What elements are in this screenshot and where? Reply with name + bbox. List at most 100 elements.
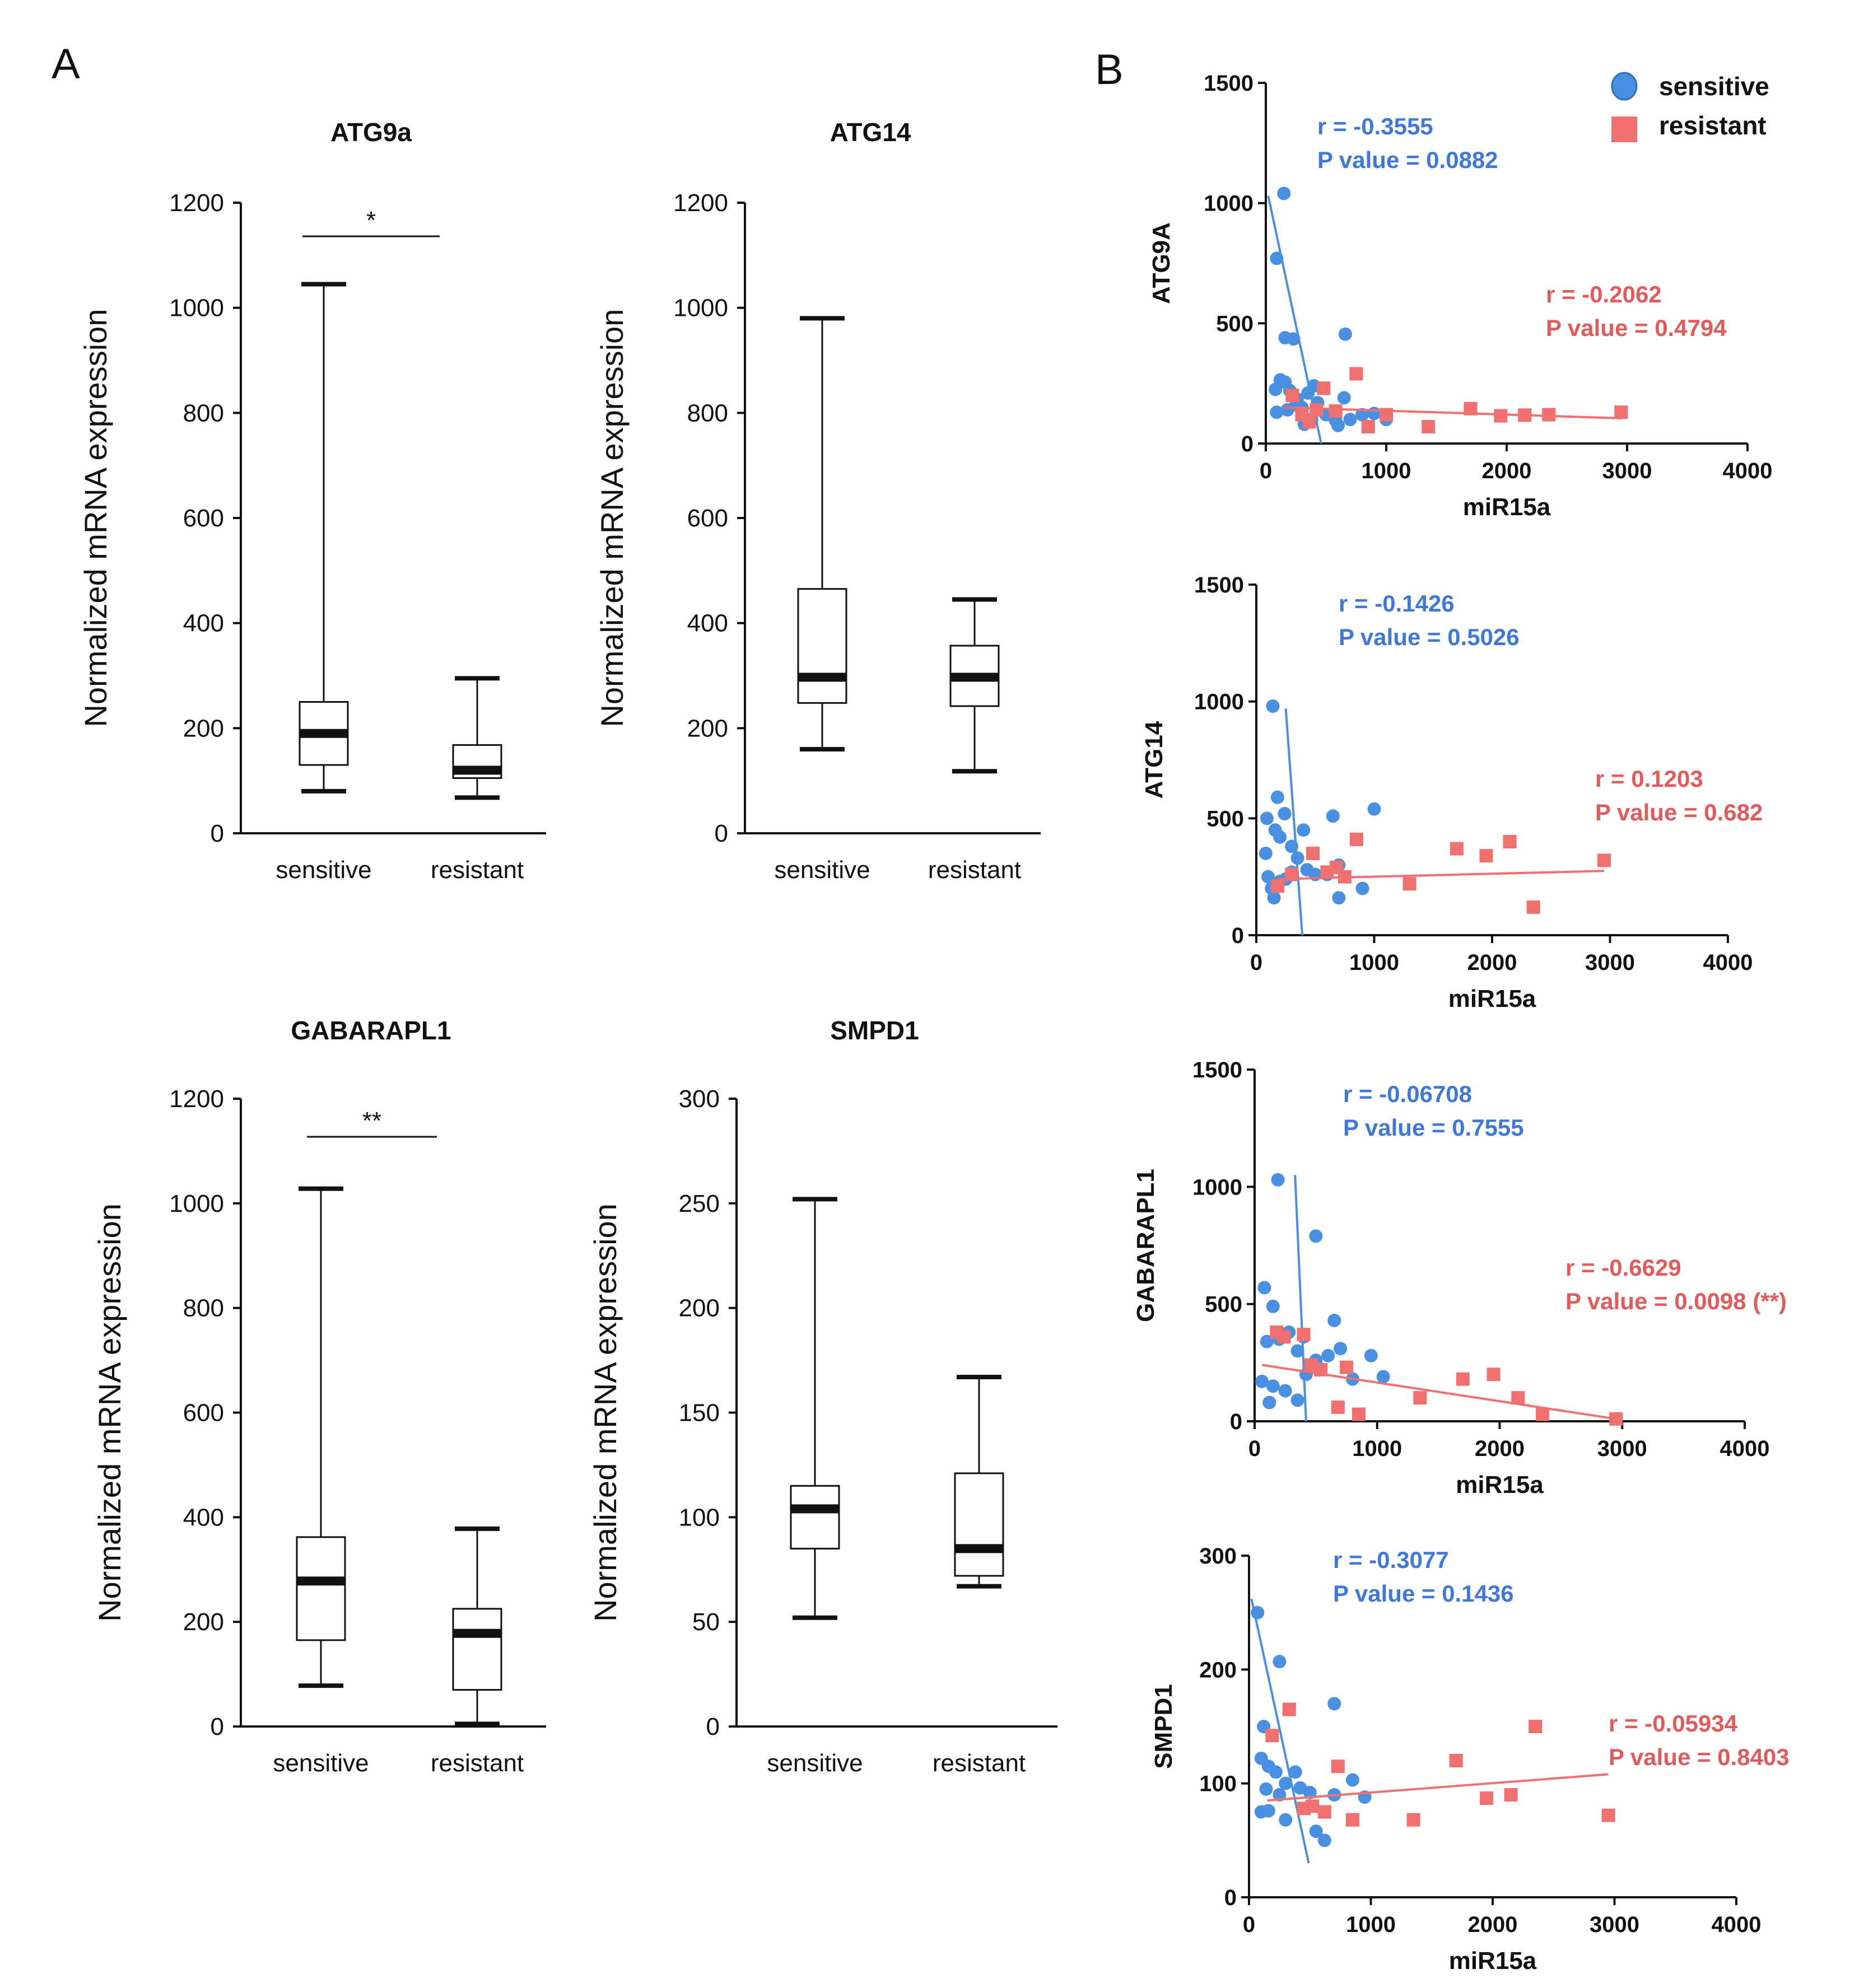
x-tick-label: 4000: [1723, 459, 1773, 483]
data-point: [1338, 327, 1352, 341]
data-point: [1503, 835, 1517, 849]
data-point: [1290, 1393, 1304, 1407]
y-tick-label: 1000: [169, 1190, 224, 1217]
fit-line-resistant: [1267, 1773, 1609, 1802]
y-axis-label: GABARAPL1: [1132, 1169, 1159, 1322]
y-tick-label: 300: [1199, 1544, 1237, 1569]
y-tick-label: 600: [183, 505, 224, 532]
x-tick-label: 3000: [1585, 950, 1635, 975]
fit-line-sensitive: [1294, 1175, 1307, 1422]
x-category-label: sensitive: [276, 856, 371, 884]
data-point: [1355, 881, 1369, 895]
data-point: [1270, 405, 1284, 419]
y-tick-label: 1000: [1204, 192, 1253, 216]
chart-title: SMPD1: [830, 1016, 919, 1045]
stat-sensitive-p: P value = 0.0882: [1317, 147, 1498, 173]
box-sensitive: [797, 316, 847, 752]
data-point: [1278, 1384, 1292, 1398]
data-point: [1376, 1370, 1390, 1384]
data-point: [1334, 1342, 1348, 1356]
stat-sensitive-r: r = -0.06708: [1343, 1081, 1472, 1107]
chart-title: GABARAPL1: [291, 1016, 451, 1045]
data-point: [1271, 1173, 1285, 1187]
data-point: [1306, 1799, 1320, 1813]
fit-line-resistant: [1261, 1364, 1616, 1420]
y-axis-label: SMPD1: [1150, 1684, 1177, 1769]
stat-resistant-p: P value = 0.682: [1595, 799, 1763, 825]
y-tick-label: 1200: [169, 1085, 224, 1113]
y-tick-label: 0: [1224, 1886, 1237, 1910]
y-tick-label: 50: [692, 1608, 720, 1636]
legend: sensitive resistant: [1611, 72, 1769, 142]
data-point: [1279, 1813, 1293, 1827]
data-point: [1269, 1765, 1283, 1779]
data-point: [1614, 405, 1628, 419]
data-point: [1345, 1773, 1359, 1787]
y-tick-label: 400: [183, 1504, 224, 1531]
data-point: [1273, 1655, 1287, 1669]
y-tick-label: 100: [679, 1504, 720, 1531]
data-point: [1273, 1788, 1287, 1802]
data-point: [1326, 809, 1340, 823]
x-tick-label: 4000: [1720, 1436, 1770, 1461]
data-point: [1288, 1765, 1302, 1779]
data-point: [1327, 1697, 1341, 1711]
x-tick-label: 2000: [1467, 950, 1517, 975]
data-point: [1310, 403, 1324, 417]
series-resistant: [1261, 1325, 1623, 1426]
series-resistant: [1284, 367, 1628, 433]
y-tick-label: 500: [1216, 311, 1253, 336]
y-axis-label: Normalized mRNA expression: [588, 1203, 623, 1622]
data-point: [1597, 853, 1611, 867]
x-tick-label: 0: [1250, 950, 1262, 975]
y-tick-label: 800: [687, 399, 728, 427]
data-point: [1266, 1379, 1280, 1393]
data-point: [1367, 407, 1381, 421]
data-point: [1536, 1407, 1550, 1421]
data-point: [1309, 1229, 1323, 1243]
x-tick-label: 0: [1243, 1912, 1255, 1937]
data-point: [1343, 413, 1357, 427]
data-point: [1364, 1348, 1378, 1362]
y-tick-label: 1500: [1194, 573, 1244, 598]
panel-label-a: A: [52, 40, 80, 88]
data-point: [1331, 1760, 1345, 1774]
data-point: [1526, 900, 1540, 914]
data-point: [1329, 404, 1343, 418]
data-point: [1297, 823, 1311, 837]
x-tick-label: 0: [1248, 1436, 1261, 1461]
significance-label: **: [362, 1107, 381, 1135]
x-tick-label: 1000: [1352, 1436, 1402, 1461]
data-point: [1340, 1360, 1354, 1374]
y-tick-label: 1500: [1192, 1058, 1242, 1082]
fit-line-resistant: [1277, 870, 1605, 880]
data-point: [1494, 409, 1508, 423]
data-point: [1331, 1400, 1345, 1414]
x-category-label: sensitive: [774, 856, 870, 884]
box-sensitive: [299, 282, 349, 794]
data-point: [1479, 849, 1493, 863]
data-point: [1267, 891, 1281, 905]
y-axis-label: Normalized mRNA expression: [78, 309, 113, 727]
x-category-label: sensitive: [273, 1749, 369, 1777]
data-point: [1270, 790, 1284, 804]
x-category-label: resistant: [431, 1749, 524, 1777]
y-tick-label: 500: [1206, 806, 1244, 831]
chart-title: ATG9a: [330, 118, 412, 147]
y-tick-label: 0: [1232, 923, 1244, 948]
legend-marker-resistant: [1611, 116, 1637, 142]
chart-a3: 0 200 400 600 800 1000 1200 GABARAPL1 Normalized…: [92, 1016, 546, 1777]
data-point: [1361, 419, 1375, 433]
data-point: [1257, 1281, 1271, 1295]
significance-label: *: [366, 207, 376, 234]
data-point: [1349, 367, 1363, 381]
box-iqr: [296, 1536, 346, 1641]
y-tick-label: 300: [679, 1085, 720, 1113]
data-point: [1302, 415, 1316, 429]
x-tick-label: 3000: [1602, 459, 1652, 483]
data-point: [1480, 1791, 1494, 1805]
data-point: [1456, 1372, 1470, 1386]
y-tick-label: 150: [679, 1399, 720, 1427]
stat-sensitive-r: r = -0.1426: [1339, 590, 1455, 617]
